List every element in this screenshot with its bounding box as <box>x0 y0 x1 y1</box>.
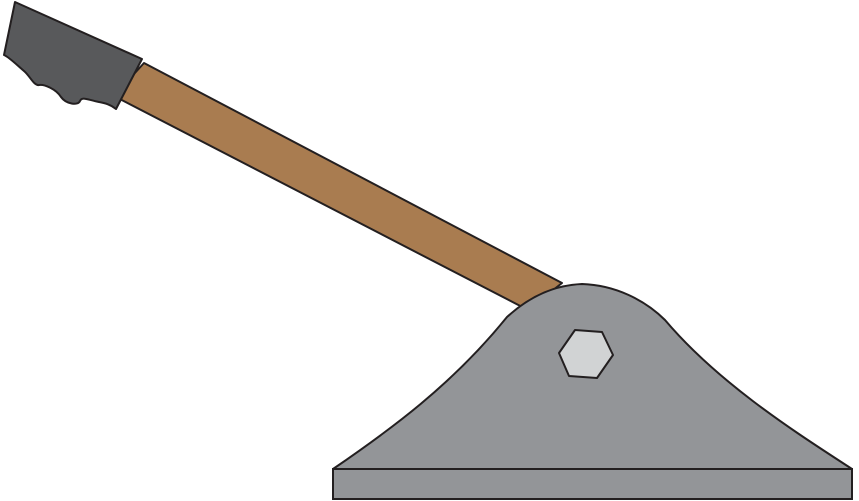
lever-grip <box>3 1 143 110</box>
base-plate <box>332 468 853 500</box>
lever-arm <box>113 62 563 311</box>
hex-bolt <box>558 329 614 379</box>
